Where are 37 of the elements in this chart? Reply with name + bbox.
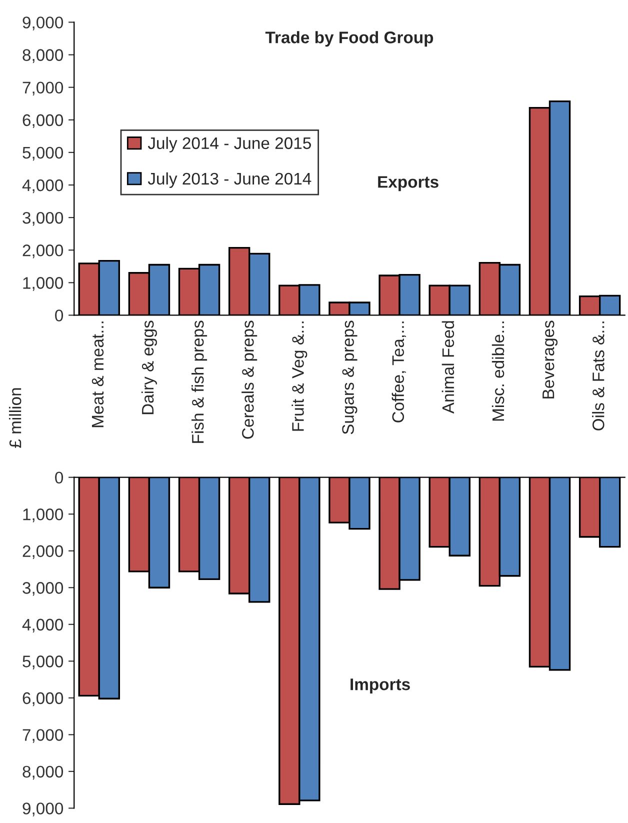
y-tick-label: 7,000 xyxy=(22,729,64,743)
y-tick-label: 8,000 xyxy=(22,766,64,780)
y-tick-label: 4,000 xyxy=(22,618,64,633)
y-tick-label: 4,000 xyxy=(22,179,64,194)
x-tick-label: Cereals & preps xyxy=(242,320,258,439)
y-tick-label: 0 xyxy=(55,472,64,484)
x-tick-label: Sugars & preps xyxy=(342,320,358,434)
y-tick-label: 2,000 xyxy=(22,545,64,560)
y-axis-title: £ million xyxy=(9,388,22,448)
y-tick-label: 3,000 xyxy=(22,212,64,226)
x-tick-label: Misc. edible... xyxy=(492,322,504,421)
y-tick-label: 1,000 xyxy=(23,277,64,291)
legend-label: July 2013 - June 2014 xyxy=(148,172,312,188)
x-tick-label: Coffee, Tea,... xyxy=(392,322,406,422)
annotation: Imports xyxy=(350,678,410,694)
y-tick-label: 2,000 xyxy=(22,244,64,258)
y-tick-label: 1,000 xyxy=(23,508,64,522)
y-tick-label: 9,000 xyxy=(22,802,64,816)
y-tick-label: 5,000 xyxy=(22,146,64,161)
x-tick-label: Oils & Fats &... xyxy=(592,322,604,430)
y-tick-label: 7,000 xyxy=(22,82,64,96)
y-tick-label: 9,000 xyxy=(22,16,64,30)
x-tick-label: Meat & meat... xyxy=(92,322,104,428)
chart-title: Trade by Food Group xyxy=(265,31,434,47)
y-tick-label: 6,000 xyxy=(22,114,64,128)
x-tick-label: Animal Feed xyxy=(442,321,454,414)
x-tick-label: Dairy & eggs xyxy=(141,320,157,414)
y-tick-label: 8,000 xyxy=(22,49,64,63)
y-tick-label: 0 xyxy=(55,310,64,322)
x-tick-label: Fish & fish preps xyxy=(192,320,208,443)
annotation: Exports xyxy=(378,176,438,192)
x-tick-label: Beverages xyxy=(542,320,558,398)
x-tick-label: Fruit & Veg &... xyxy=(292,322,308,431)
y-tick-label: 6,000 xyxy=(22,692,64,706)
y-tick-label: 5,000 xyxy=(22,656,64,670)
legend-label: July 2014 - June 2015 xyxy=(148,136,311,152)
y-tick-label: 3,000 xyxy=(22,582,64,596)
